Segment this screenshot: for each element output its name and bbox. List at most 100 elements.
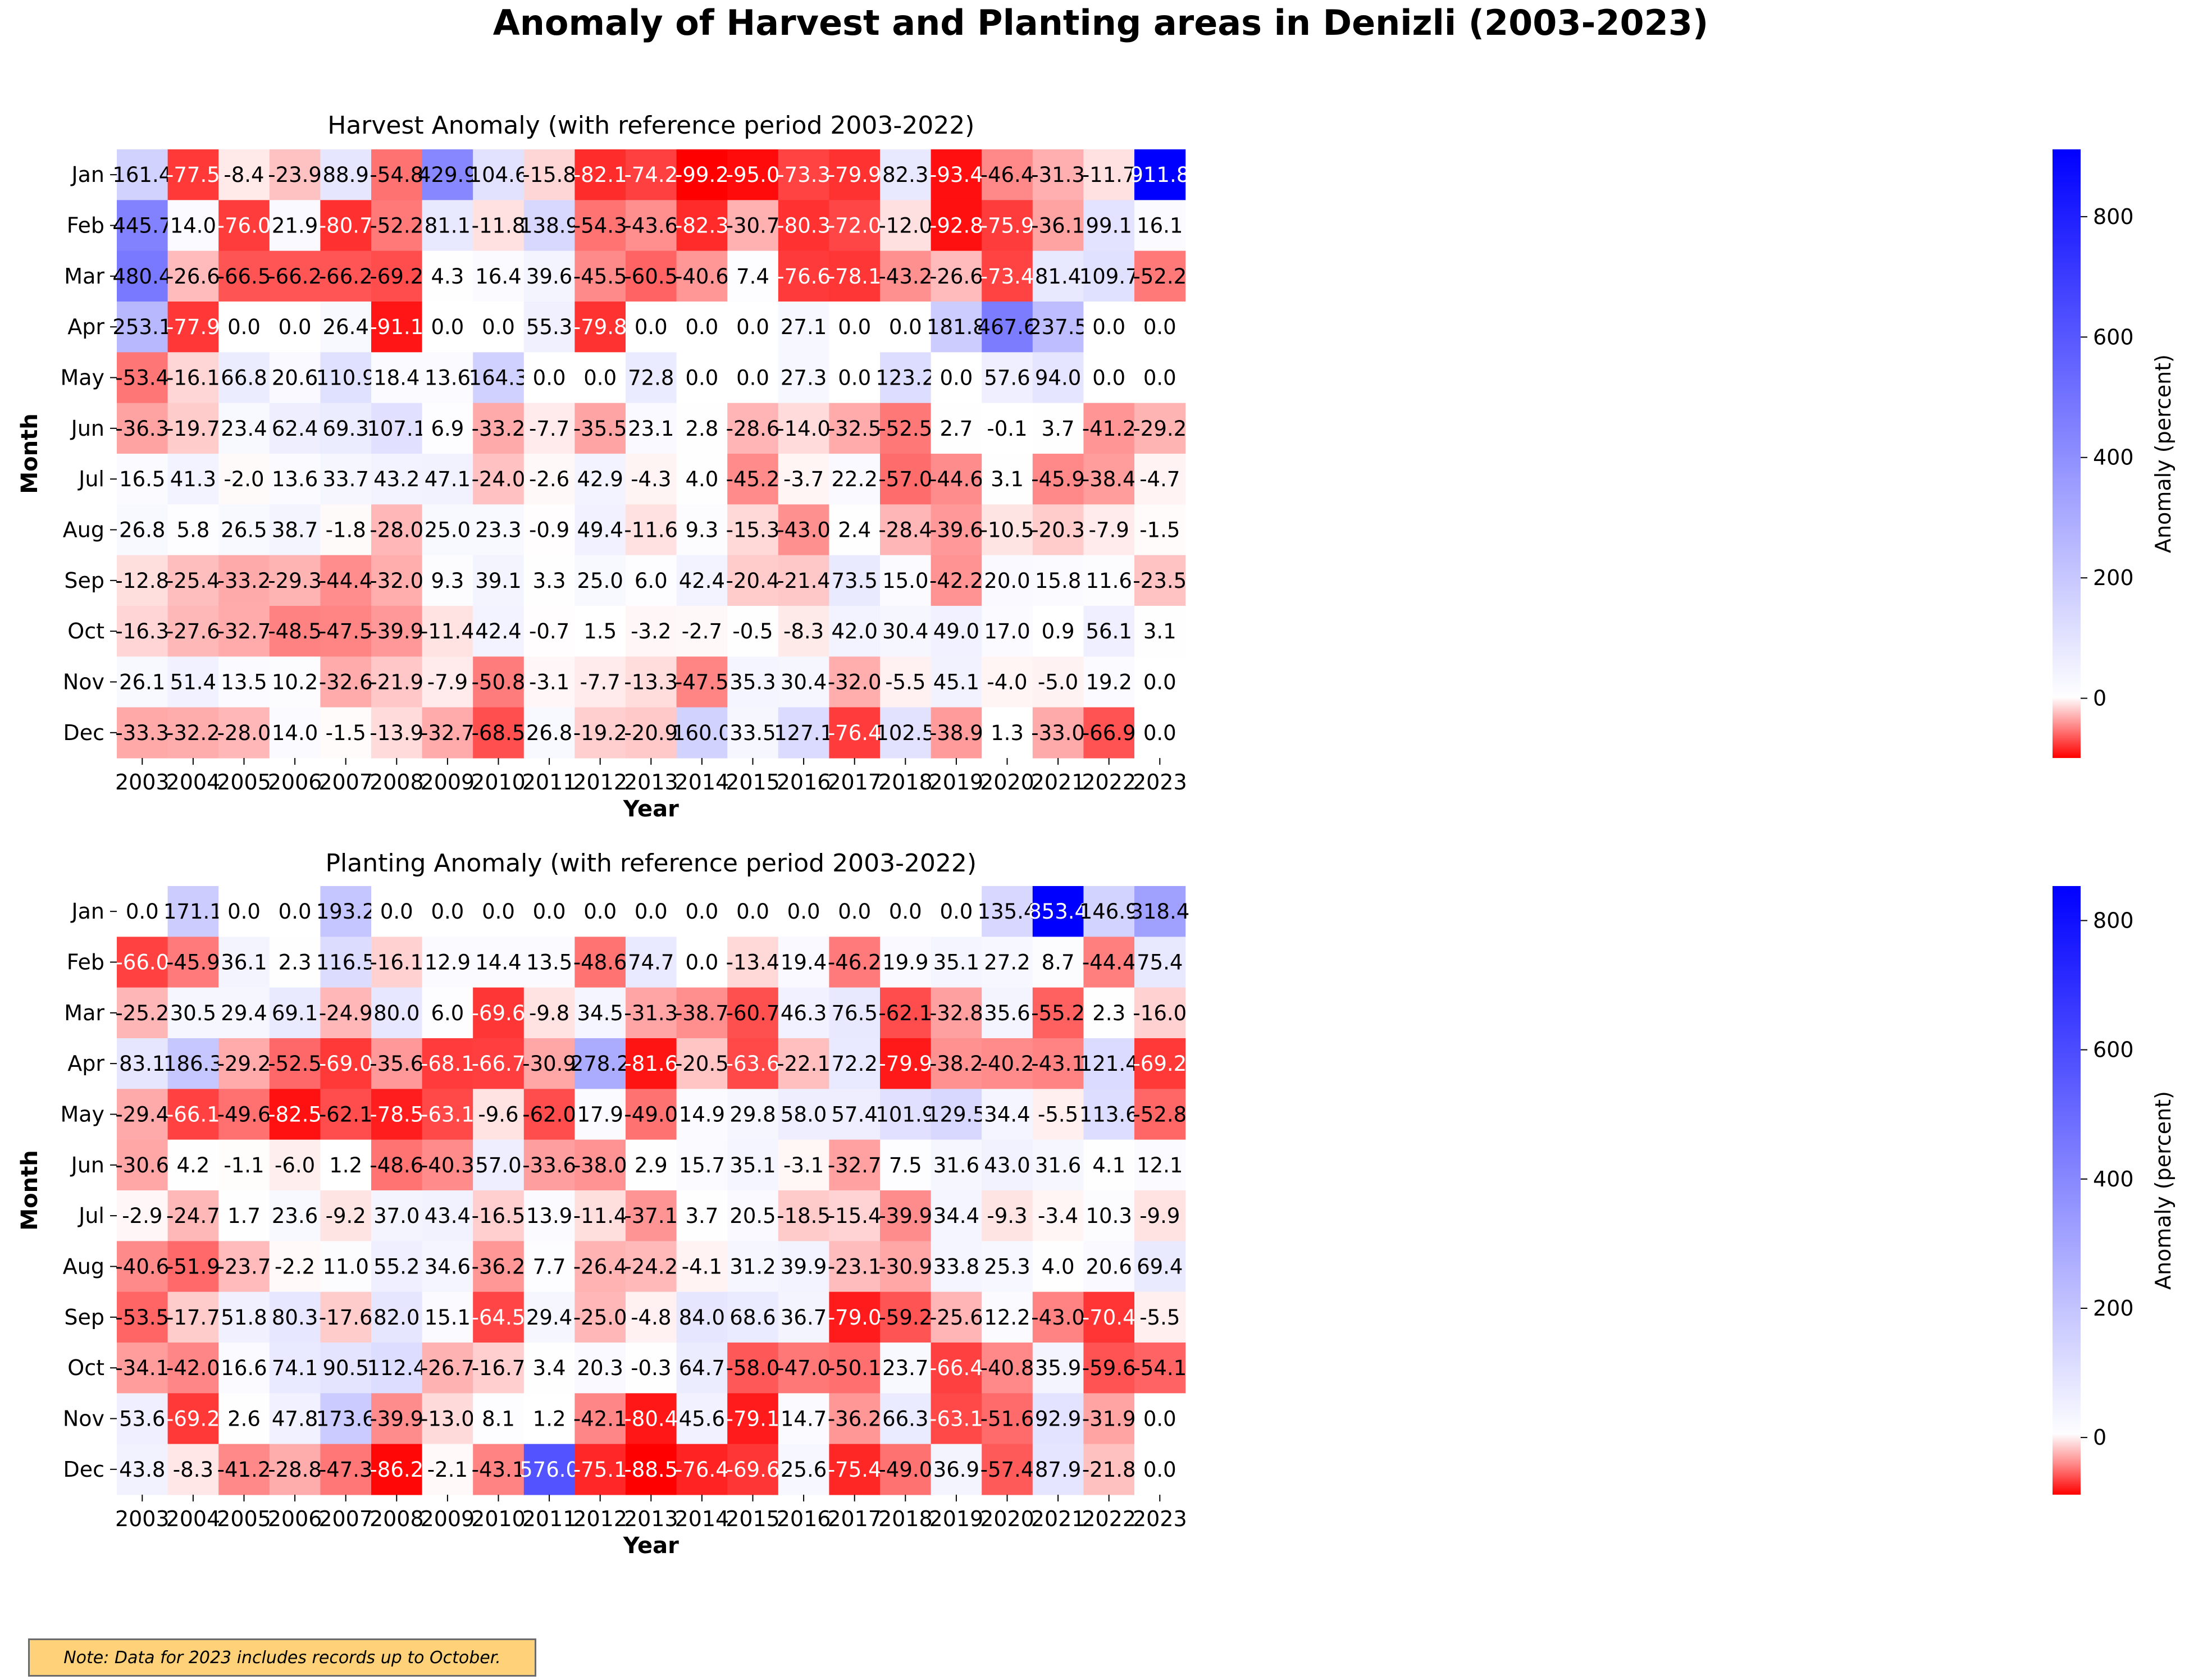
heatmap-cell bbox=[167, 403, 219, 454]
cell-value-label: -76.4 bbox=[828, 721, 882, 745]
cell-value-label: -7.9 bbox=[1089, 518, 1129, 542]
cell-value-label: 0.0 bbox=[431, 900, 464, 924]
cell-value-label: -60.7 bbox=[726, 1001, 780, 1025]
cell-value-label: -76.4 bbox=[675, 1458, 729, 1482]
cell-value-label: -38.0 bbox=[573, 1153, 627, 1177]
heatmap-cell bbox=[269, 1241, 321, 1293]
heatmap-cell bbox=[167, 987, 219, 1039]
heatmap-cell bbox=[626, 1444, 677, 1495]
heatmap-cell bbox=[931, 1139, 982, 1191]
cell-value-label: 14.4 bbox=[475, 950, 521, 974]
cell-value-label: 2.4 bbox=[838, 518, 871, 542]
cell-value-label: -3.1 bbox=[783, 1153, 824, 1177]
cell-value-label: 13.9 bbox=[526, 1204, 572, 1228]
heatmap-cell bbox=[269, 301, 321, 353]
heatmap-cell bbox=[574, 453, 626, 505]
cell-value-label: -33.2 bbox=[217, 569, 271, 593]
cell-value-label: 3.7 bbox=[685, 1204, 718, 1228]
cell-value-label: 0.0 bbox=[1143, 1458, 1176, 1482]
heatmap-cell bbox=[574, 555, 626, 606]
heatmap-cell bbox=[574, 403, 626, 454]
cell-value-label: -20.3 bbox=[1031, 518, 1085, 542]
cell-value-label: 0.0 bbox=[787, 900, 820, 924]
heatmap-cell bbox=[320, 555, 372, 606]
cell-value-label: 35.1 bbox=[729, 1153, 776, 1177]
colorbar-tick-label: 600 bbox=[2093, 325, 2134, 349]
cell-value-label: 0.0 bbox=[533, 900, 566, 924]
cell-value-label: 6.0 bbox=[635, 569, 668, 593]
heatmap-cell bbox=[1134, 605, 1186, 657]
heatmap-cell bbox=[626, 886, 677, 937]
x-tick-label: 2007 bbox=[318, 770, 373, 795]
cell-value-label: 23.6 bbox=[272, 1204, 318, 1228]
heatmap-cell bbox=[676, 1291, 728, 1343]
cell-value-label: 12.2 bbox=[984, 1305, 1030, 1330]
cell-value-label: -38.7 bbox=[675, 1001, 729, 1025]
x-tick-label: 2006 bbox=[268, 1506, 322, 1531]
heatmap-cell bbox=[117, 301, 168, 353]
cell-value-label: 66.3 bbox=[882, 1407, 928, 1431]
heatmap-cell bbox=[167, 937, 219, 988]
cell-value-label: -12.0 bbox=[878, 213, 932, 238]
cell-value-label: 34.4 bbox=[984, 1102, 1030, 1126]
x-tick-label: 2003 bbox=[115, 1506, 170, 1531]
heatmap-cell bbox=[1032, 656, 1084, 708]
heatmap-cell bbox=[167, 886, 219, 937]
cell-value-label: 30.4 bbox=[781, 670, 827, 694]
cell-value-label: 161.4 bbox=[112, 163, 172, 187]
cell-value-label: -86.2 bbox=[370, 1458, 423, 1482]
cell-value-label: -64.5 bbox=[472, 1305, 526, 1330]
cell-value-label: -10.5 bbox=[981, 518, 1034, 542]
cell-value-label: 53.6 bbox=[119, 1407, 165, 1431]
cell-value-label: -36.3 bbox=[115, 417, 169, 441]
heatmap-cell bbox=[880, 656, 932, 708]
heatmap-cell bbox=[1083, 1342, 1135, 1394]
cell-value-label: -73.3 bbox=[777, 163, 831, 187]
heatmap-cell bbox=[523, 1038, 575, 1089]
cell-value-label: 1.3 bbox=[991, 721, 1024, 745]
heatmap-cell bbox=[574, 656, 626, 708]
y-tick-label: Apr bbox=[67, 1051, 104, 1076]
heatmap-cell bbox=[880, 1190, 932, 1241]
heatmap-cell bbox=[167, 707, 219, 759]
heatmap-cell bbox=[1134, 301, 1186, 353]
cell-value-label: -16.1 bbox=[370, 950, 423, 974]
cell-value-label: -40.3 bbox=[421, 1153, 475, 1177]
cell-value-label: 0.0 bbox=[685, 366, 718, 390]
x-tick-label: 2023 bbox=[1133, 1506, 1187, 1531]
heatmap-cell bbox=[676, 1139, 728, 1191]
heatmap-cell bbox=[117, 1342, 168, 1394]
cell-value-label: -29.3 bbox=[268, 569, 322, 593]
cell-value-label: 6.9 bbox=[431, 417, 464, 441]
cell-value-label: 1.2 bbox=[533, 1407, 566, 1431]
cell-value-label: -92.8 bbox=[929, 213, 983, 238]
cell-value-label: -48.5 bbox=[268, 619, 322, 643]
cell-value-label: -66.7 bbox=[472, 1052, 526, 1076]
y-tick-label: Nov bbox=[63, 669, 104, 694]
heatmap-cell bbox=[982, 453, 1033, 505]
cell-value-label: -66.0 bbox=[115, 950, 169, 974]
heatmap-cell bbox=[880, 352, 932, 404]
heatmap-cell bbox=[320, 1291, 372, 1343]
heatmap-cell bbox=[269, 1139, 321, 1191]
cell-value-label: -91.1 bbox=[370, 315, 423, 339]
cell-value-label: -11.4 bbox=[573, 1204, 627, 1228]
heatmap-cell bbox=[880, 707, 932, 759]
heatmap-cell bbox=[218, 504, 270, 556]
heatmap-cell bbox=[574, 886, 626, 937]
y-tick-label: Jan bbox=[70, 162, 104, 187]
cell-value-label: 4.3 bbox=[431, 264, 464, 289]
heatmap-cell bbox=[829, 987, 881, 1039]
cell-value-label: -52.5 bbox=[878, 417, 932, 441]
heatmap-cell bbox=[167, 352, 219, 404]
heatmap-cell bbox=[727, 707, 779, 759]
heatmap-cell bbox=[1032, 453, 1084, 505]
cell-value-label: -52.8 bbox=[1133, 1102, 1187, 1126]
heatmap-cell bbox=[931, 1190, 982, 1241]
cell-value-label: 84.0 bbox=[679, 1305, 725, 1330]
cell-value-label: 15.7 bbox=[679, 1153, 725, 1177]
cell-value-label: -21.8 bbox=[1082, 1458, 1136, 1482]
heatmap-cell bbox=[117, 352, 168, 404]
cell-value-label: 0.0 bbox=[227, 315, 261, 339]
cell-value-label: -37.1 bbox=[624, 1204, 678, 1228]
